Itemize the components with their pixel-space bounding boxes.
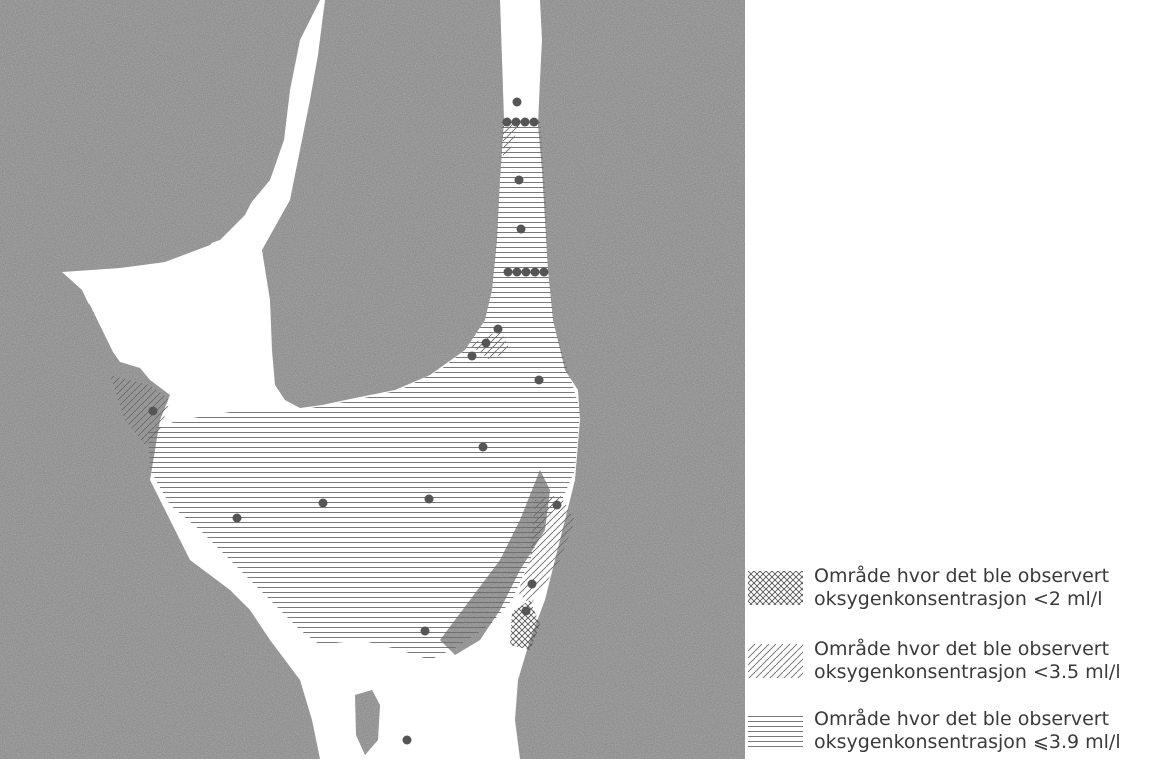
legend-line2: oksygenkonsentrasjon <3.5 ml/l bbox=[814, 661, 1121, 683]
legend-text: Område hvor det ble observert oksygenkon… bbox=[814, 565, 1109, 611]
legend-item-horizontal: Område hvor det ble observert oksygenkon… bbox=[748, 708, 1168, 760]
station-marker bbox=[534, 375, 544, 385]
crosshatch-swatch-icon bbox=[748, 571, 803, 605]
west-strip bbox=[62, 285, 120, 378]
station-marker bbox=[478, 442, 488, 452]
south-island-2 bbox=[355, 690, 380, 755]
station-marker bbox=[148, 406, 158, 416]
station-marker bbox=[481, 338, 491, 348]
zone-horizontal bbox=[148, 118, 580, 660]
station-marker bbox=[514, 175, 524, 185]
station-marker bbox=[318, 498, 328, 508]
west-peninsula bbox=[160, 20, 275, 250]
station-marker bbox=[420, 626, 430, 636]
legend-text: Område hvor det ble observert oksygenkon… bbox=[814, 708, 1121, 754]
zone-diagonal-north bbox=[503, 122, 520, 160]
station-marker bbox=[424, 494, 434, 504]
station-marker bbox=[232, 513, 242, 523]
zone-crosshatch bbox=[510, 600, 540, 650]
station-markers bbox=[148, 97, 562, 745]
station-marker bbox=[521, 606, 531, 616]
station-marker bbox=[530, 267, 540, 277]
station-marker bbox=[402, 735, 412, 745]
station-marker bbox=[512, 97, 522, 107]
station-marker bbox=[511, 117, 521, 127]
oxygen-zones bbox=[110, 118, 580, 660]
station-marker bbox=[529, 117, 539, 127]
central-land bbox=[262, 0, 504, 408]
zone-diagonal-west bbox=[110, 375, 170, 445]
south-west-land bbox=[0, 560, 300, 759]
legend-line2: oksygenkonsentrasjon <2 ml/l bbox=[814, 588, 1103, 610]
station-marker bbox=[539, 267, 549, 277]
legend-line1: Område hvor det ble observert bbox=[814, 708, 1110, 730]
station-marker bbox=[527, 579, 537, 589]
fjord-map bbox=[0, 0, 745, 759]
legend-text: Område hvor det ble observert oksygenkon… bbox=[814, 638, 1121, 684]
station-marker bbox=[502, 117, 512, 127]
legend-line2: oksygenkonsentrasjon ⩽3.9 ml/l bbox=[814, 731, 1121, 753]
station-marker bbox=[520, 117, 530, 127]
legend-item-crosshatch: Område hvor det ble observert oksygenkon… bbox=[748, 565, 1168, 617]
legend-line1: Område hvor det ble observert bbox=[814, 638, 1110, 660]
horizontal-swatch-icon bbox=[748, 714, 803, 748]
diagonal-swatch-icon bbox=[748, 644, 803, 678]
legend-line1: Område hvor det ble observert bbox=[814, 565, 1110, 587]
station-marker bbox=[503, 267, 513, 277]
legend-item-diagonal: Område hvor det ble observert oksygenkon… bbox=[748, 638, 1168, 690]
station-marker bbox=[521, 267, 531, 277]
east-land bbox=[515, 0, 745, 759]
station-marker bbox=[512, 267, 522, 277]
station-marker bbox=[552, 500, 562, 510]
zone-diagonal-east bbox=[518, 495, 575, 605]
station-marker bbox=[516, 224, 526, 234]
station-marker bbox=[493, 324, 503, 334]
station-marker bbox=[467, 351, 477, 361]
